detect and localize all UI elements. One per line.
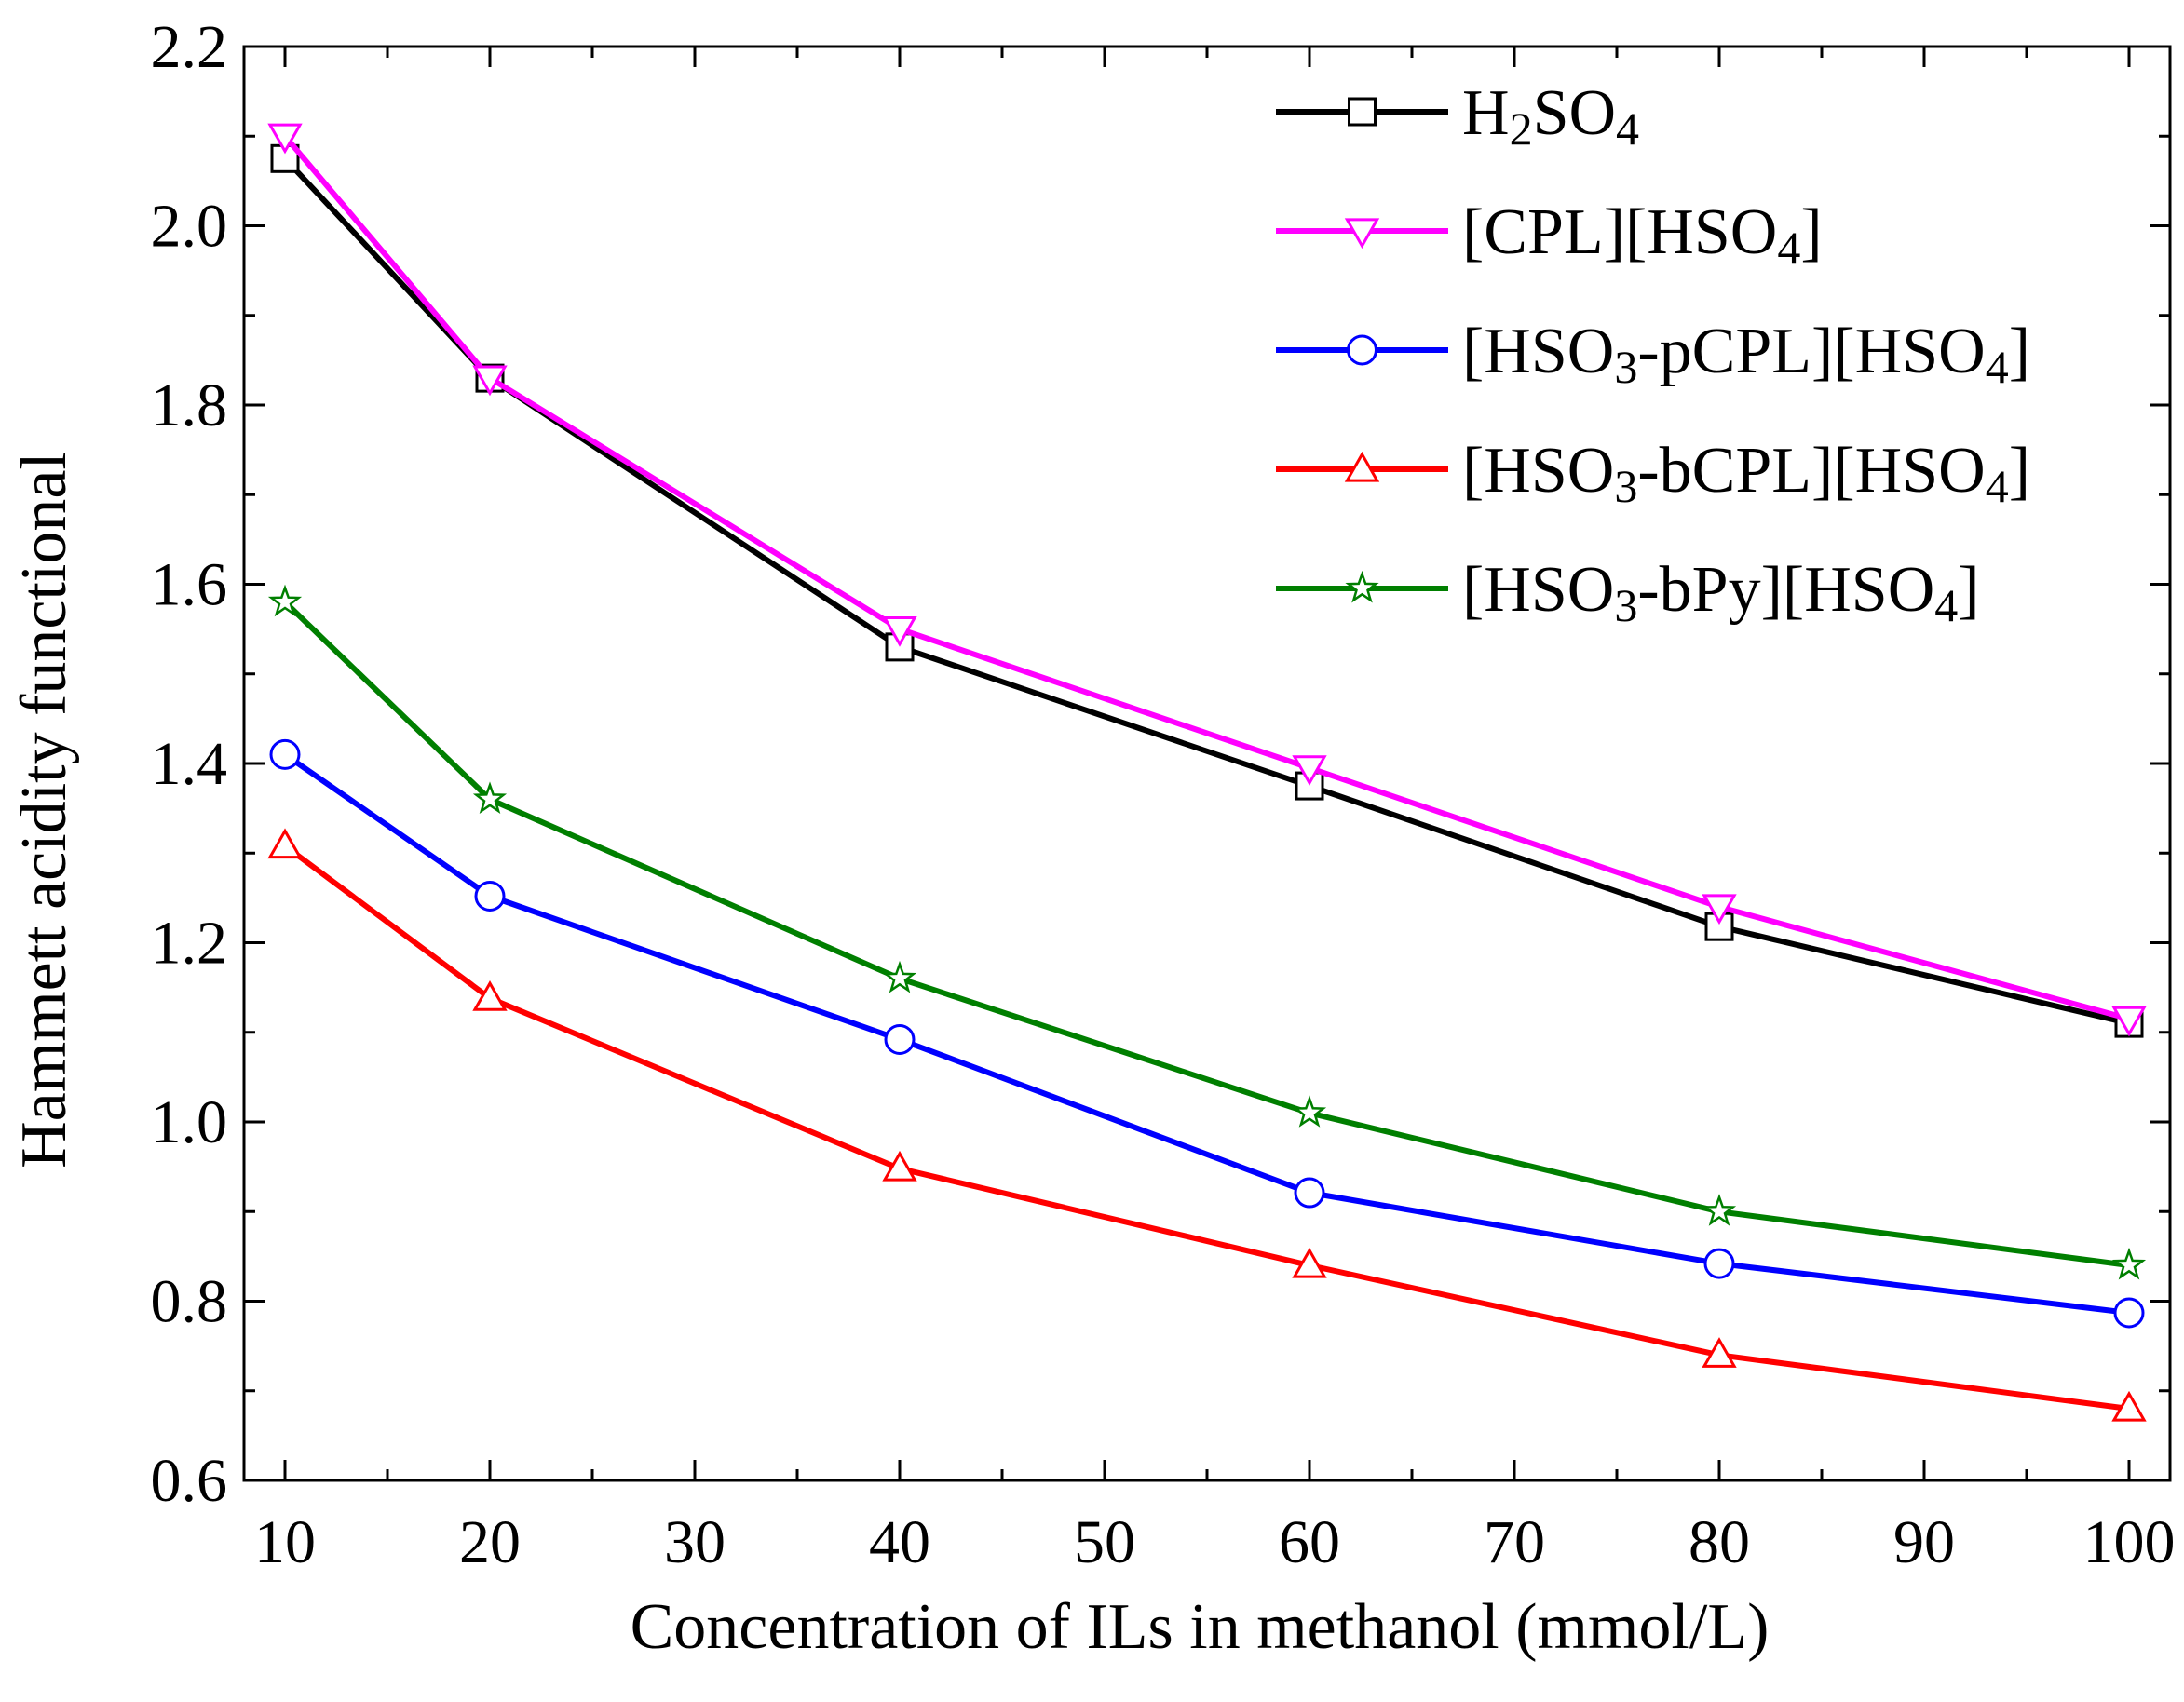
series-line [282, 134, 2130, 1022]
series-3 [267, 828, 2147, 1422]
data-point [269, 738, 301, 770]
data-point [884, 1023, 916, 1055]
y-tick-label: 2.2 [151, 13, 228, 81]
data-point [1702, 1194, 1737, 1226]
legend-label: [HSO3-pCPL][HSO4] [1462, 316, 2030, 393]
x-tick-label: 60 [1279, 1508, 1340, 1576]
legend-marker [1345, 570, 1379, 603]
y-tick-label: 1.0 [151, 1088, 228, 1156]
data-point [472, 781, 508, 814]
data-point [1292, 755, 1327, 786]
legend-marker [1344, 451, 1380, 482]
data-point [2111, 1247, 2147, 1280]
legend: H2SO4 [CPL][HSO4] [HSO3-pCPL][HSO4] [HSO3-b… [1276, 77, 2030, 631]
x-tick-label: 100 [2083, 1508, 2176, 1576]
y-tick-label: 0.6 [151, 1447, 228, 1515]
data-point [1703, 1248, 1735, 1279]
series-line [283, 844, 2130, 1412]
data-point [1702, 894, 1737, 925]
y-axis-title: Hammett acidity functional [8, 452, 80, 1168]
legend-item: [HSO3-bCPL][HSO4] [1276, 435, 2030, 512]
legend-label: [CPL][HSO4] [1462, 196, 1823, 274]
legend-label: [HSO3-bPy][HSO4] [1462, 554, 1980, 631]
series-layer [267, 123, 2147, 1422]
y-tick-label: 1.4 [151, 730, 228, 798]
legend-item: [HSO3-bPy][HSO4] [1276, 554, 1980, 631]
y-tick-label: 1.8 [151, 371, 228, 439]
axes-layer: 10 20 30 40 50 60 70 80 90 100 0.6 0.8 1.0 1.2 1.4 1.6 1… [151, 13, 2176, 1576]
data-point [882, 1150, 917, 1182]
x-tick-label: 50 [1074, 1508, 1135, 1576]
data-point [1704, 912, 1734, 941]
legend-label: [HSO3-bCPL][HSO4] [1462, 435, 2030, 512]
data-point [1292, 1095, 1327, 1128]
x-tick-label: 20 [459, 1508, 521, 1576]
legend-marker [1347, 334, 1377, 366]
data-point [1294, 1177, 1325, 1209]
series-1 [267, 123, 2147, 1037]
series-line [283, 751, 2130, 1316]
x-tick-label: 70 [1484, 1508, 1545, 1576]
data-point [1292, 1247, 1327, 1278]
y-tick-label: 0.8 [151, 1268, 228, 1336]
data-point [267, 828, 303, 859]
y-tick-label: 2.0 [151, 193, 228, 261]
legend-label: H2SO4 [1462, 77, 1639, 155]
y-tick-label: 1.2 [151, 910, 228, 978]
data-point [474, 880, 506, 912]
series-2 [269, 738, 2145, 1329]
x-tick-label: 80 [1689, 1508, 1750, 1576]
legend-marker [1348, 97, 1377, 127]
x-tick-label: 30 [664, 1508, 726, 1576]
data-point [882, 960, 917, 993]
data-point [2113, 1297, 2145, 1329]
data-point [2111, 1006, 2147, 1037]
data-point [2111, 1390, 2147, 1422]
data-point [267, 123, 303, 155]
x-axis-title: Concentration of ILs in methanol (mmol/L… [631, 1591, 1770, 1663]
y-tick-label: 1.6 [151, 551, 228, 619]
data-point [472, 365, 508, 397]
legend-item: [CPL][HSO4] [1276, 196, 1823, 274]
data-point [882, 616, 917, 647]
legend-item: [HSO3-pCPL][HSO4] [1276, 316, 2030, 393]
legend-marker [1344, 218, 1380, 250]
data-point [472, 980, 508, 1011]
data-point [267, 584, 303, 617]
plot-frame [242, 45, 2172, 1482]
x-tick-label: 40 [869, 1508, 930, 1576]
legend-item: H2SO4 [1276, 77, 1639, 155]
x-tick-label: 90 [1893, 1508, 1955, 1576]
x-tick-label: 10 [254, 1508, 316, 1576]
series-4 [267, 584, 2147, 1280]
data-point [1702, 1337, 1737, 1368]
series-line [282, 600, 2130, 1268]
